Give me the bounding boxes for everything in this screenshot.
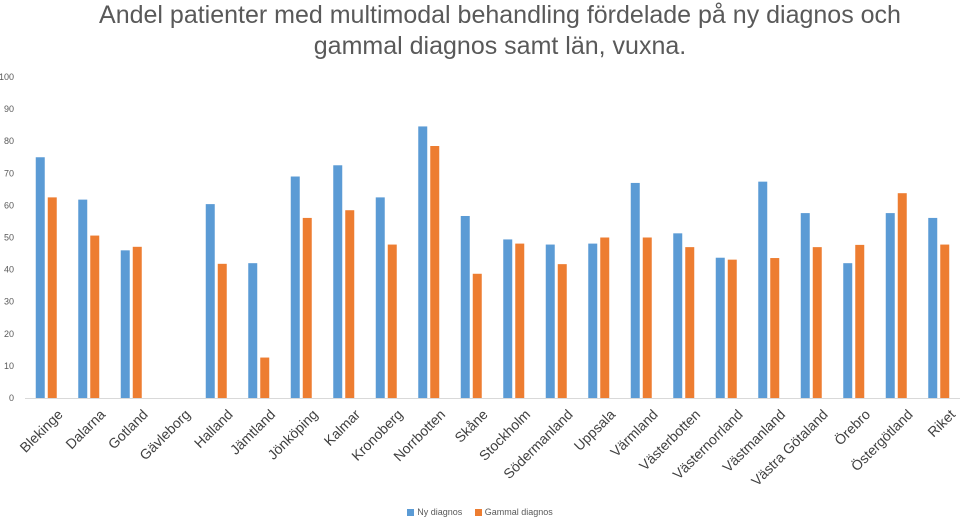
bar-ny-diagnos-halland [205,204,215,398]
bar-ny-diagnos-uppsala [588,243,598,398]
bar-gammal-diagnos-västernorrland [727,259,737,398]
bar-gammal-diagnos-värmland [642,237,652,398]
y-tick-label-20: 20 [4,329,14,339]
bar-ny-diagnos-riket [928,217,938,398]
y-tick-label-30: 30 [4,297,14,307]
bar-gammal-diagnos-västerbotten [685,247,695,398]
x-axis-category-labels: BlekingeDalarnaGotlandGävleborgHallandJä… [16,405,958,489]
y-tick-label-40: 40 [4,265,14,275]
x-tick-label-västra-götaland: Västra Götaland [748,406,831,489]
y-tick-label-10: 10 [4,361,14,371]
bar-gammal-diagnos-uppsala [600,237,610,398]
bar-gammal-diagnos-örebro [855,244,865,398]
y-axis-tick-labels: 0 10 20 30 40 50 60 70 80 90 100 [0,72,14,403]
bar-ny-diagnos-södermanland [545,244,555,398]
y-tick-label-90: 90 [4,104,14,114]
bar-ny-diagnos-blekinge [35,157,45,398]
bar-ny-diagnos-kronoberg [375,197,385,399]
bar-ny-diagnos-kalmar [333,165,343,398]
bar-ny-diagnos-skåne [460,215,470,398]
bar-gammal-diagnos-södermanland [557,264,567,398]
bar-gammal-diagnos-västmanland [770,258,780,398]
bar-ny-diagnos-örebro [843,263,853,398]
bar-ny-diagnos-jönköping [290,176,300,398]
bar-ny-diagnos-västmanland [758,181,768,398]
y-tick-label-80: 80 [4,136,14,146]
bar-gammal-diagnos-dalarna [90,235,100,398]
y-tick-label-60: 60 [4,200,14,210]
bar-gammal-diagnos-skåne [472,273,482,398]
bar-gammal-diagnos-riket [940,244,950,398]
x-tick-label-skåne: Skåne [451,406,491,446]
bar-ny-diagnos-värmland [630,182,640,398]
bar-gammal-diagnos-östergötland [897,193,907,398]
x-tick-label-blekinge: Blekinge [16,406,65,455]
bar-ny-diagnos-gotland [120,250,130,398]
bar-gammal-diagnos-gotland [132,246,142,398]
bars-group [35,126,950,399]
legend-item-gammal-diagnos: Gammal diagnos [474,507,553,517]
bar-gammal-diagnos-stockholm [515,243,525,398]
legend-swatch-ny-diagnos [407,508,415,516]
x-tick-label-dalarna: Dalarna [62,406,108,452]
chart-title: Andel patienter med multimodal behandlin… [99,1,901,60]
bar-gammal-diagnos-jönköping [302,217,312,398]
bar-ny-diagnos-norrbotten [418,126,428,399]
legend-label-ny-diagnos: Ny diagnos [417,507,463,517]
legend-item-ny-diagnos: Ny diagnos [407,507,462,517]
x-tick-label-riket: Riket [924,406,958,440]
bar-ny-diagnos-dalarna [78,199,88,398]
bar-gammal-diagnos-jämtland [260,357,270,398]
y-tick-label-100: 100 [0,72,14,82]
bar-ny-diagnos-västernorrland [715,257,725,398]
y-tick-label-0: 0 [9,393,14,403]
bar-gammal-diagnos-kalmar [345,210,355,398]
y-tick-label-50: 50 [4,233,14,243]
bar-gammal-diagnos-kronoberg [387,244,397,398]
bar-gammal-diagnos-norrbotten [430,146,440,398]
bar-gammal-diagnos-blekinge [47,197,57,399]
x-tick-label-örebro: Örebro [830,405,873,448]
legend: Ny diagnos Gammal diagnos [0,507,960,518]
bar-gammal-diagnos-västra-götaland [812,247,822,398]
bar-ny-diagnos-stockholm [503,239,513,398]
y-tick-label-70: 70 [4,168,14,178]
bar-ny-diagnos-jämtland [248,263,258,398]
bar-ny-diagnos-västra-götaland [800,213,810,398]
bar-gammal-diagnos-halland [217,263,227,398]
bar-ny-diagnos-östergötland [885,213,895,398]
legend-swatch-gammal-diagnos [474,508,482,516]
bar-ny-diagnos-västerbotten [673,233,683,398]
legend-label-gammal-diagnos: Gammal diagnos [484,507,553,517]
